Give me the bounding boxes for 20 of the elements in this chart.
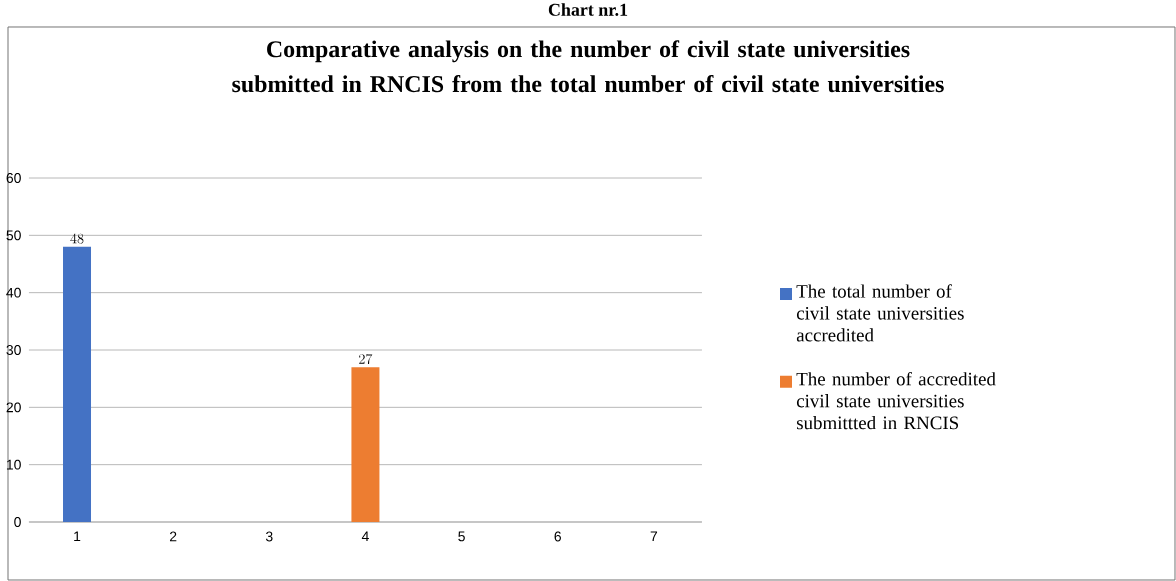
x-tick-label: 6 — [554, 531, 561, 542]
y-tick-label: 0 — [14, 517, 21, 527]
y-tick-label: 60 — [6, 173, 21, 183]
y-tick-label: 40 — [6, 287, 21, 298]
text: Chart nr.1 — [548, 3, 628, 16]
y-tick-label: 30 — [6, 345, 21, 355]
y-tick-label: 50 — [6, 230, 21, 241]
x-tick-label: 5 — [458, 531, 465, 542]
x-tick-label: 4 — [361, 531, 369, 542]
x-tick-label: 2 — [169, 531, 177, 542]
x-tick-label: 7 — [650, 531, 658, 542]
chart-title: Comparative analysis on the number of civil state universities submitted in RNCIS from the total number of civil state universities — [232, 40, 944, 93]
x-tick-label: 3 — [265, 531, 273, 542]
data-label: 48 — [70, 233, 84, 244]
x-tick-label: 1 — [74, 531, 81, 542]
legend-label: The total number of civil state universities accredited — [796, 284, 964, 342]
legend-label: The number of accredited civil state universities submittted in RNCIS — [796, 371, 996, 430]
data-label: 27 — [359, 353, 373, 364]
y-tick-label: 20 — [6, 402, 21, 413]
y-tick-label: 10 — [6, 459, 21, 470]
